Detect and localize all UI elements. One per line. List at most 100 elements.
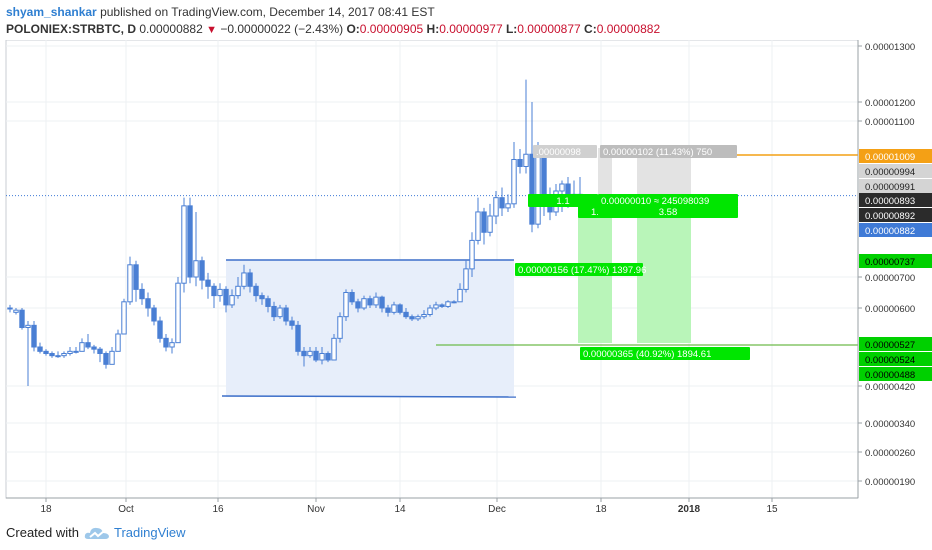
open-value: 0.00000905 bbox=[359, 22, 424, 36]
candle-body bbox=[493, 197, 499, 217]
price-tag-label: 0.00000994 bbox=[865, 167, 915, 178]
candle-body bbox=[187, 205, 193, 278]
price-tick-label: 0.00000260 bbox=[865, 448, 915, 459]
price-tag-label: 0.00000488 bbox=[865, 370, 915, 381]
candle-body bbox=[67, 350, 73, 355]
candle-body bbox=[487, 215, 493, 233]
ohlc-line: POLONIEX:STRBTC, D 0.00000882 ▼ −0.00000… bbox=[6, 22, 660, 36]
price-tick-label: 0.00000600 bbox=[865, 304, 915, 315]
candle-body bbox=[475, 211, 481, 241]
candle-body bbox=[331, 337, 337, 361]
candle-body bbox=[385, 307, 391, 313]
candle-body bbox=[115, 333, 121, 352]
last-price: 0.00000882 bbox=[139, 22, 203, 36]
label-box bbox=[598, 206, 738, 218]
candle-body bbox=[97, 348, 103, 354]
candle-body bbox=[73, 350, 79, 353]
candle-body bbox=[271, 305, 277, 318]
price-tag bbox=[859, 193, 932, 207]
price-tick-label: 0.00000700 bbox=[865, 273, 915, 284]
candle-body bbox=[139, 288, 145, 300]
price-tag bbox=[859, 208, 932, 222]
candle-body bbox=[223, 288, 229, 306]
candle-body bbox=[325, 353, 331, 361]
candle-body bbox=[307, 350, 313, 357]
candle-body bbox=[247, 272, 253, 287]
price-chart[interactable]: .00000098 0.00000102 (11.43%) 750 0.000000… bbox=[0, 40, 932, 518]
candle-body bbox=[217, 288, 223, 297]
label-box bbox=[528, 194, 598, 207]
candle-body bbox=[301, 350, 307, 357]
candle-body bbox=[253, 285, 259, 297]
down-triangle-icon: ▼ bbox=[206, 24, 217, 36]
candle-body bbox=[517, 159, 523, 167]
candle-body bbox=[25, 324, 31, 329]
candle-body bbox=[205, 279, 211, 287]
time-axis: 18 Oct 16 Nov 14 Dec 18 2018 15 bbox=[6, 497, 858, 515]
candle-body bbox=[61, 353, 67, 357]
candle-body bbox=[289, 320, 295, 326]
price-axis-bg bbox=[858, 40, 932, 498]
candle-body bbox=[7, 307, 13, 310]
candle-body bbox=[433, 304, 439, 309]
price-axis: 0.00001300 0.00001200 0.00001100 0.00000700… bbox=[857, 40, 932, 498]
candle-body bbox=[361, 298, 367, 309]
author-link[interactable]: shyam_shankar bbox=[6, 5, 97, 19]
candle-body bbox=[175, 282, 181, 344]
candle-body bbox=[85, 342, 91, 348]
candle-body bbox=[427, 307, 433, 315]
chart-header: shyam_shankar published on TradingView.c… bbox=[0, 0, 932, 40]
candle-body bbox=[163, 337, 169, 348]
candle-body bbox=[421, 314, 427, 318]
candle-body bbox=[505, 203, 511, 209]
price-tag-label: 0.00000991 bbox=[865, 182, 915, 193]
candle-body bbox=[409, 316, 415, 320]
label-box bbox=[533, 145, 597, 158]
candle-body bbox=[313, 350, 319, 361]
price-tick-label: 0.00001100 bbox=[865, 117, 915, 128]
drawing-overlays: .00000098 0.00000102 (11.43%) 750 0.000000… bbox=[515, 145, 750, 360]
time-tick-label: 14 bbox=[394, 504, 406, 515]
tradingview-cloud-icon bbox=[84, 527, 109, 539]
candle-body bbox=[13, 309, 19, 313]
candle-body bbox=[37, 346, 43, 352]
candle-body bbox=[211, 285, 217, 297]
candle-body bbox=[109, 350, 115, 365]
candle-body bbox=[439, 304, 445, 307]
time-tick-label: 18 bbox=[40, 504, 52, 515]
price-tick-label: 0.00000190 bbox=[865, 477, 915, 488]
candle-body bbox=[451, 301, 457, 304]
price-tag-label: 0.00001009 bbox=[865, 152, 915, 163]
candle-body bbox=[283, 307, 289, 322]
price-tag bbox=[859, 164, 932, 178]
tradingview-brand[interactable]: TradingView bbox=[114, 525, 186, 540]
candle-body bbox=[379, 296, 385, 309]
candle-body bbox=[481, 211, 487, 233]
candle-body bbox=[457, 288, 463, 303]
candle-body bbox=[181, 205, 187, 284]
candle-body bbox=[19, 309, 25, 328]
time-tick-label: Dec bbox=[488, 504, 506, 515]
high-label: H: bbox=[426, 22, 440, 36]
candle-body bbox=[499, 197, 505, 209]
price-tag bbox=[859, 149, 932, 163]
candle-body bbox=[145, 298, 151, 309]
low-label: L: bbox=[505, 22, 518, 36]
candle-body bbox=[49, 353, 55, 357]
candle-body bbox=[355, 301, 361, 309]
candle-body bbox=[415, 316, 421, 320]
price-tag bbox=[859, 179, 932, 193]
drawing-label: .00000098 bbox=[536, 147, 581, 158]
range-box bbox=[226, 260, 514, 397]
close-value: 0.00000882 bbox=[596, 22, 661, 36]
candle-body bbox=[511, 159, 517, 205]
publish-info: published on TradingView.com, December 1… bbox=[100, 5, 435, 19]
drawing-label: 0.00000102 (11.43%) 750 bbox=[603, 147, 712, 158]
label-box bbox=[600, 145, 737, 158]
candle-body bbox=[169, 342, 175, 348]
candle-body bbox=[235, 285, 241, 297]
candle-body bbox=[445, 301, 451, 307]
time-tick-label: 16 bbox=[212, 504, 224, 515]
label-box bbox=[580, 347, 750, 360]
price-tag-label: 0.00000892 bbox=[865, 211, 915, 222]
